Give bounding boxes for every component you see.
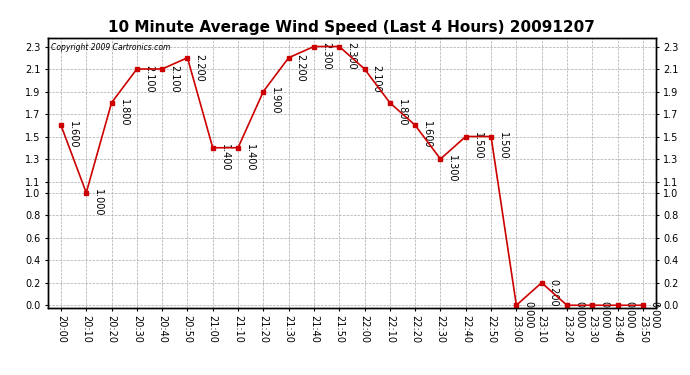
Text: 1.300: 1.300 [447, 155, 457, 182]
Text: 2.300: 2.300 [346, 42, 356, 70]
Text: 1.500: 1.500 [473, 132, 483, 160]
Text: 2.200: 2.200 [295, 54, 306, 81]
Text: 1.600: 1.600 [422, 121, 432, 148]
Text: 2.200: 2.200 [195, 54, 204, 81]
Text: Copyright 2009 Cartronics.com: Copyright 2009 Cartronics.com [51, 43, 170, 52]
Text: 1.800: 1.800 [397, 99, 407, 126]
Text: 2.300: 2.300 [321, 42, 331, 70]
Text: 0.000: 0.000 [599, 301, 609, 328]
Text: 1.400: 1.400 [245, 144, 255, 171]
Text: 2.100: 2.100 [169, 65, 179, 93]
Text: 0.000: 0.000 [523, 301, 533, 328]
Text: 2.100: 2.100 [371, 65, 382, 93]
Title: 10 Minute Average Wind Speed (Last 4 Hours) 20091207: 10 Minute Average Wind Speed (Last 4 Hou… [108, 20, 595, 35]
Text: 1.600: 1.600 [68, 121, 78, 148]
Text: 0.000: 0.000 [574, 301, 584, 328]
Text: 0.000: 0.000 [650, 301, 660, 328]
Text: 0.200: 0.200 [549, 279, 559, 306]
Text: 0.000: 0.000 [624, 301, 635, 328]
Text: 1.400: 1.400 [219, 144, 230, 171]
Text: 1.500: 1.500 [498, 132, 508, 160]
Text: 1.900: 1.900 [270, 87, 280, 115]
Text: 1.800: 1.800 [119, 99, 128, 126]
Text: 1.000: 1.000 [93, 189, 104, 216]
Text: 2.100: 2.100 [144, 65, 154, 93]
